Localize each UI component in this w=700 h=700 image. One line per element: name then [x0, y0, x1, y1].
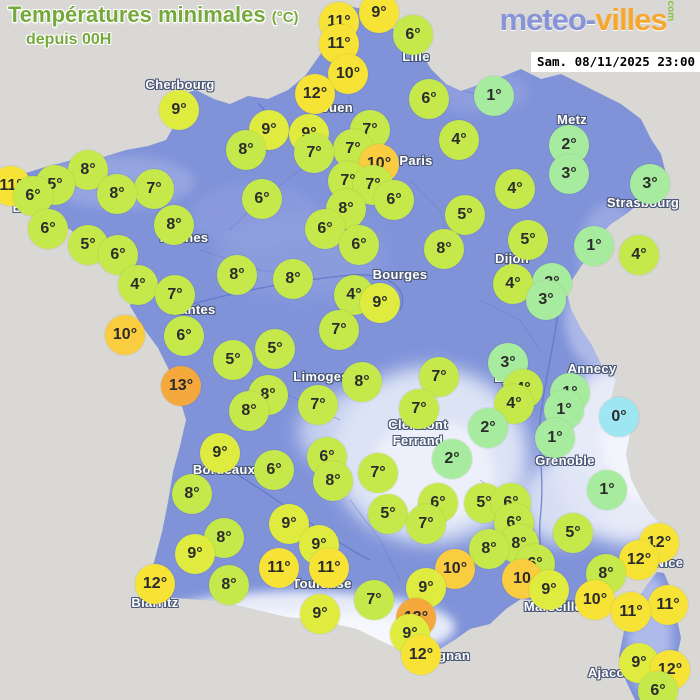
temp-bubble[interactable]: 7°: [358, 453, 398, 493]
temp-bubble[interactable]: 11°: [259, 548, 299, 588]
temp-bubble[interactable]: 6°: [164, 316, 204, 356]
temp-bubble[interactable]: 7°: [354, 580, 394, 620]
temp-bubble[interactable]: 5°: [368, 494, 408, 534]
city-label-metz: Metz: [556, 111, 588, 127]
header: Températures minimales (°C) depuis 00H: [8, 2, 299, 49]
temp-bubble[interactable]: 8°: [229, 391, 269, 431]
temp-bubble[interactable]: 7°: [406, 504, 446, 544]
temp-bubble[interactable]: 6°: [305, 209, 345, 249]
temp-bubble[interactable]: 8°: [424, 229, 464, 269]
temp-bubble[interactable]: 10°: [328, 54, 368, 94]
title-text: Températures minimales: [8, 2, 266, 27]
temp-bubble[interactable]: 0°: [599, 397, 639, 437]
temp-bubble[interactable]: 10°: [575, 580, 615, 620]
temp-bubble[interactable]: 2°: [468, 408, 508, 448]
temp-bubble[interactable]: 6°: [254, 450, 294, 490]
temp-bubble[interactable]: 5°: [553, 513, 593, 553]
temp-bubble[interactable]: 6°: [393, 15, 433, 55]
temp-bubble[interactable]: 11°: [309, 548, 349, 588]
temp-bubble[interactable]: 12°: [135, 564, 175, 604]
temp-bubble[interactable]: 8°: [217, 255, 257, 295]
temp-bubble[interactable]: 3°: [630, 164, 670, 204]
temp-bubble[interactable]: 8°: [172, 474, 212, 514]
temp-bubble[interactable]: 7°: [399, 389, 439, 429]
temp-bubble[interactable]: 7°: [155, 275, 195, 315]
city-label-cherbourg: Cherbourg: [145, 76, 215, 92]
temp-bubble[interactable]: 6°: [98, 235, 138, 275]
meteo-villes-logo[interactable]: meteo-villes.com: [499, 0, 690, 38]
temp-bubble[interactable]: 12°: [295, 74, 335, 114]
temp-bubble[interactable]: 9°: [529, 570, 569, 610]
temp-bubble[interactable]: 6°: [242, 179, 282, 219]
temp-bubble[interactable]: 4°: [619, 235, 659, 275]
temp-bubble[interactable]: 4°: [118, 265, 158, 305]
temp-bubble[interactable]: 9°: [300, 594, 340, 634]
temp-bubble[interactable]: 7°: [419, 357, 459, 397]
temp-bubble[interactable]: 11°: [611, 592, 651, 632]
temp-bubble[interactable]: 4°: [334, 275, 374, 315]
temp-bubble[interactable]: 6°: [409, 79, 449, 119]
temp-bubble[interactable]: 6°: [28, 209, 68, 249]
logo-suffix-com: .com: [664, 0, 676, 22]
title-unit: (°C): [271, 9, 299, 26]
temp-bubble[interactable]: 12°: [619, 540, 659, 580]
temp-bubble[interactable]: 13°: [161, 366, 201, 406]
temp-bubble[interactable]: 8°: [154, 205, 194, 245]
temp-bubble[interactable]: 1°: [535, 418, 575, 458]
temp-bubble[interactable]: 7°: [298, 385, 338, 425]
city-label-limoges: Limoges: [293, 368, 349, 384]
logo-part-villes: villes: [595, 2, 668, 37]
temp-bubble[interactable]: 6°: [374, 180, 414, 220]
temp-bubble[interactable]: 9°: [200, 433, 240, 473]
temp-bubble[interactable]: 8°: [313, 461, 353, 501]
temp-bubble[interactable]: 2°: [432, 439, 472, 479]
datetime-badge: Sam. 08/11/2025 23:00: [530, 52, 700, 72]
logo-part-meteo: meteo-: [499, 2, 596, 37]
temp-bubble[interactable]: 8°: [273, 259, 313, 299]
temp-bubble[interactable]: 7°: [134, 169, 174, 209]
temp-bubble[interactable]: 4°: [495, 169, 535, 209]
page-subtitle: depuis 00H: [26, 31, 112, 48]
temp-bubble[interactable]: 10°: [105, 315, 145, 355]
temp-bubble[interactable]: 9°: [159, 90, 199, 130]
temp-bubble[interactable]: 11°: [648, 585, 688, 625]
temp-bubble[interactable]: 7°: [294, 133, 334, 173]
temp-bubble[interactable]: 9°: [360, 283, 400, 323]
temp-bubble[interactable]: 5°: [445, 195, 485, 235]
city-label-bourges: Bourges: [372, 266, 428, 282]
temp-bubble[interactable]: 5°: [508, 220, 548, 260]
temp-bubble[interactable]: 6°: [339, 225, 379, 265]
temp-bubble[interactable]: 1°: [574, 226, 614, 266]
temp-bubble[interactable]: 1°: [474, 76, 514, 116]
temp-bubble[interactable]: 3°: [549, 154, 589, 194]
city-label-paris: Paris: [399, 152, 433, 168]
temp-bubble[interactable]: 12°: [401, 635, 441, 675]
temp-bubble[interactable]: 8°: [342, 362, 382, 402]
temp-bubble[interactable]: 4°: [493, 264, 533, 304]
temp-bubble[interactable]: 8°: [97, 174, 137, 214]
temp-bubble[interactable]: 1°: [587, 470, 627, 510]
temp-bubble[interactable]: 4°: [494, 384, 534, 424]
temp-bubble[interactable]: 9°: [359, 0, 399, 33]
temp-bubble[interactable]: 6°: [638, 671, 678, 700]
temp-bubble[interactable]: 7°: [319, 310, 359, 350]
temp-bubble[interactable]: 5°: [213, 340, 253, 380]
temp-bubble[interactable]: 5°: [255, 329, 295, 369]
temp-bubble[interactable]: 8°: [469, 529, 509, 569]
temp-bubble[interactable]: 8°: [209, 565, 249, 605]
temp-bubble[interactable]: 3°: [526, 280, 566, 320]
temp-bubble[interactable]: 8°: [226, 130, 266, 170]
city-label-annecy: Annecy: [567, 360, 617, 376]
temp-bubble[interactable]: 4°: [439, 120, 479, 160]
page-title: Températures minimales (°C): [8, 2, 299, 28]
temp-bubble[interactable]: 9°: [175, 534, 215, 574]
